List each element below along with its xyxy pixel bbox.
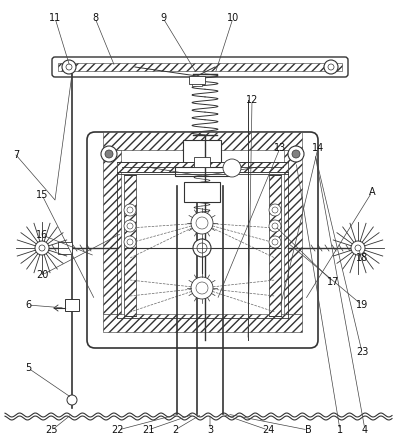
Circle shape (191, 212, 213, 234)
Bar (183, 140, 221, 168)
Circle shape (101, 146, 117, 162)
Circle shape (269, 204, 281, 216)
Text: 17: 17 (327, 277, 339, 287)
Circle shape (196, 282, 208, 294)
Text: 20: 20 (36, 270, 48, 280)
Circle shape (269, 220, 281, 232)
FancyBboxPatch shape (52, 57, 348, 77)
Circle shape (127, 207, 133, 213)
Text: 4: 4 (362, 425, 368, 435)
Bar (175, 167, 229, 176)
Circle shape (292, 150, 300, 158)
Text: A: A (369, 187, 375, 197)
Circle shape (124, 204, 136, 216)
Text: 15: 15 (36, 190, 48, 200)
Circle shape (105, 150, 113, 158)
Circle shape (35, 241, 49, 255)
Circle shape (62, 60, 76, 74)
Circle shape (197, 243, 207, 253)
Text: 25: 25 (46, 425, 58, 435)
Circle shape (351, 241, 365, 255)
Text: 18: 18 (356, 253, 368, 263)
Circle shape (355, 245, 361, 251)
Bar (117, 162, 288, 172)
Text: B: B (304, 425, 311, 435)
Circle shape (191, 277, 213, 299)
Text: 12: 12 (246, 95, 258, 105)
Bar (124, 175, 136, 316)
Text: 7: 7 (13, 150, 19, 160)
Text: 1: 1 (337, 425, 343, 435)
Circle shape (269, 236, 281, 248)
Text: 14: 14 (312, 143, 324, 153)
FancyBboxPatch shape (87, 132, 318, 348)
Text: 10: 10 (227, 13, 239, 23)
Text: 2: 2 (172, 425, 178, 435)
Bar (269, 175, 281, 316)
Text: 24: 24 (262, 425, 274, 435)
Bar (189, 76, 205, 84)
Text: 22: 22 (112, 425, 124, 435)
Text: 23: 23 (356, 347, 368, 357)
Text: 16: 16 (36, 230, 48, 240)
Text: 19: 19 (356, 300, 368, 310)
Bar (65, 299, 79, 311)
Circle shape (272, 207, 278, 213)
Bar (58, 242, 72, 254)
Text: 3: 3 (207, 425, 213, 435)
Text: 13: 13 (274, 143, 286, 153)
Bar (58, 63, 342, 71)
Text: 11: 11 (49, 13, 61, 23)
Circle shape (124, 220, 136, 232)
Bar (192, 82, 202, 86)
Circle shape (272, 239, 278, 245)
Bar (103, 150, 121, 314)
Text: 6: 6 (25, 300, 31, 310)
Circle shape (66, 64, 72, 70)
Circle shape (127, 223, 133, 229)
Circle shape (39, 245, 45, 251)
Circle shape (328, 64, 334, 70)
Text: 5: 5 (25, 363, 31, 373)
Text: 21: 21 (142, 425, 154, 435)
Circle shape (196, 217, 208, 229)
Bar (284, 150, 302, 314)
Circle shape (67, 395, 77, 405)
Bar (194, 157, 210, 167)
Circle shape (124, 236, 136, 248)
Bar (103, 132, 302, 150)
Text: 8: 8 (92, 13, 98, 23)
Bar (192, 76, 202, 80)
Circle shape (324, 60, 338, 74)
Bar (184, 182, 220, 202)
Circle shape (223, 159, 241, 177)
Bar (103, 314, 302, 332)
Circle shape (193, 239, 211, 257)
Circle shape (288, 146, 304, 162)
Circle shape (272, 223, 278, 229)
Text: 9: 9 (160, 13, 166, 23)
Circle shape (127, 239, 133, 245)
